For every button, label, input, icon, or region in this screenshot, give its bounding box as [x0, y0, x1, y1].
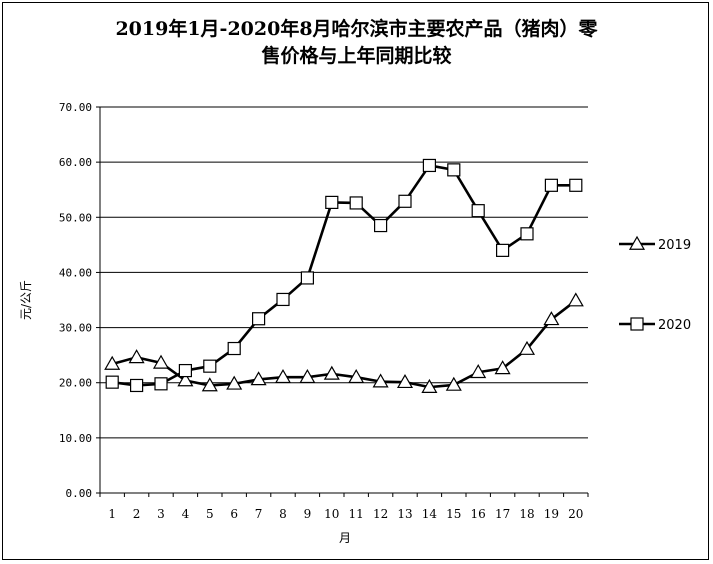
y-tick-label: 70.00: [59, 101, 92, 114]
triangle-marker: [177, 372, 194, 387]
triangle-marker: [250, 371, 267, 386]
y-tick-label: 50.00: [59, 211, 92, 224]
square-marker: [105, 375, 119, 389]
y-tick-label: 10.00: [59, 432, 92, 445]
legend: 2019 2020: [619, 235, 691, 333]
triangle-marker: [518, 340, 536, 355]
square-marker: [325, 195, 339, 209]
x-tick-label: 17: [495, 507, 510, 521]
x-tick-label: 13: [397, 507, 412, 521]
triangle-marker: [567, 292, 584, 307]
square-marker: [252, 312, 266, 326]
square-marker: [422, 158, 436, 173]
triangle-marker: [348, 368, 365, 384]
x-tick-label: 9: [304, 507, 312, 521]
series-line: [112, 164, 576, 387]
series-group: [104, 158, 584, 393]
square-marker: [544, 178, 559, 192]
square-marker: [398, 194, 412, 208]
y-tick-label: 40.00: [59, 266, 92, 279]
square-marker: [349, 196, 363, 210]
triangle-marker: [128, 349, 145, 364]
x-tick-label: 16: [471, 507, 486, 521]
square-marker: [276, 292, 290, 307]
x-tick-label: 3: [157, 507, 165, 521]
chart-title-line-1: 2019年1月-2020年8月哈尔滨市主要农产品（猪肉）零: [115, 18, 598, 40]
square-marker: [130, 378, 144, 393]
x-tick-label: 18: [519, 507, 534, 521]
y-tick-label: 30.00: [59, 322, 92, 335]
square-marker: [496, 243, 510, 257]
x-tick-label: 1: [108, 507, 116, 521]
chart-title-line-2: 售价格与上年同期比较: [261, 45, 452, 67]
y-axis-label: 元/公斤: [19, 280, 33, 320]
y-tick-label: 0.00: [66, 487, 93, 500]
x-tick-label: 5: [206, 507, 214, 521]
x-tick-label: 8: [279, 507, 287, 521]
legend-item-2020: 2020: [619, 317, 691, 333]
triangle-marker: [470, 364, 487, 379]
legend-triangle-marker: [628, 235, 646, 250]
x-tick-label: 4: [182, 507, 190, 521]
series-2019: [104, 292, 584, 393]
x-tick-label: 7: [255, 507, 263, 521]
gridlines: [100, 106, 588, 494]
legend-label: 2019: [658, 238, 691, 253]
x-tick-label: 14: [422, 507, 438, 521]
square-marker: [569, 178, 583, 192]
square-marker: [374, 218, 388, 233]
square-marker: [178, 363, 192, 378]
x-tick-label: 6: [230, 507, 238, 521]
x-tick-label: 20: [568, 507, 583, 521]
triangle-marker: [396, 373, 414, 389]
square-marker: [154, 377, 168, 391]
triangle-marker: [494, 360, 511, 375]
y-tick-label: 20.00: [59, 377, 92, 390]
x-axis-label: 月: [339, 531, 351, 545]
triangle-marker: [226, 375, 243, 390]
x-tick-label: 11: [349, 507, 364, 521]
legend-square-marker: [630, 317, 644, 331]
legend-label: 2020: [658, 318, 691, 333]
triangle-marker: [274, 368, 292, 384]
square-marker: [447, 163, 461, 177]
triangle-marker: [323, 365, 340, 380]
triangle-marker: [543, 311, 560, 326]
triangle-marker: [299, 368, 316, 384]
square-marker: [471, 204, 485, 218]
series-2020: [105, 158, 583, 393]
triangle-marker: [201, 377, 218, 392]
triangle-marker: [445, 376, 462, 391]
square-marker: [203, 359, 217, 373]
triangle-marker: [152, 354, 170, 369]
triangle-marker: [421, 378, 438, 393]
x-tick-label: 2: [133, 507, 141, 521]
axes: 0.00 10.00 20.00 30.00 40.00 50.00 60.00 70.00 1…: [59, 101, 589, 521]
triangle-marker: [372, 373, 389, 388]
x-tick-label: 12: [373, 507, 388, 521]
x-tick-label: 10: [324, 507, 339, 521]
x-tick-label: 15: [446, 507, 461, 521]
square-marker: [520, 227, 534, 241]
triangle-marker: [104, 355, 121, 370]
y-tick-label: 60.00: [59, 156, 92, 169]
square-marker: [227, 341, 241, 356]
legend-item-2019: 2019: [619, 235, 691, 253]
square-marker: [300, 271, 314, 285]
chart-title: 2019年1月-2020年8月哈尔滨市主要农产品（猪肉）零 售价格与上年同期比较: [0, 16, 713, 70]
x-tick-label: 19: [544, 507, 559, 521]
